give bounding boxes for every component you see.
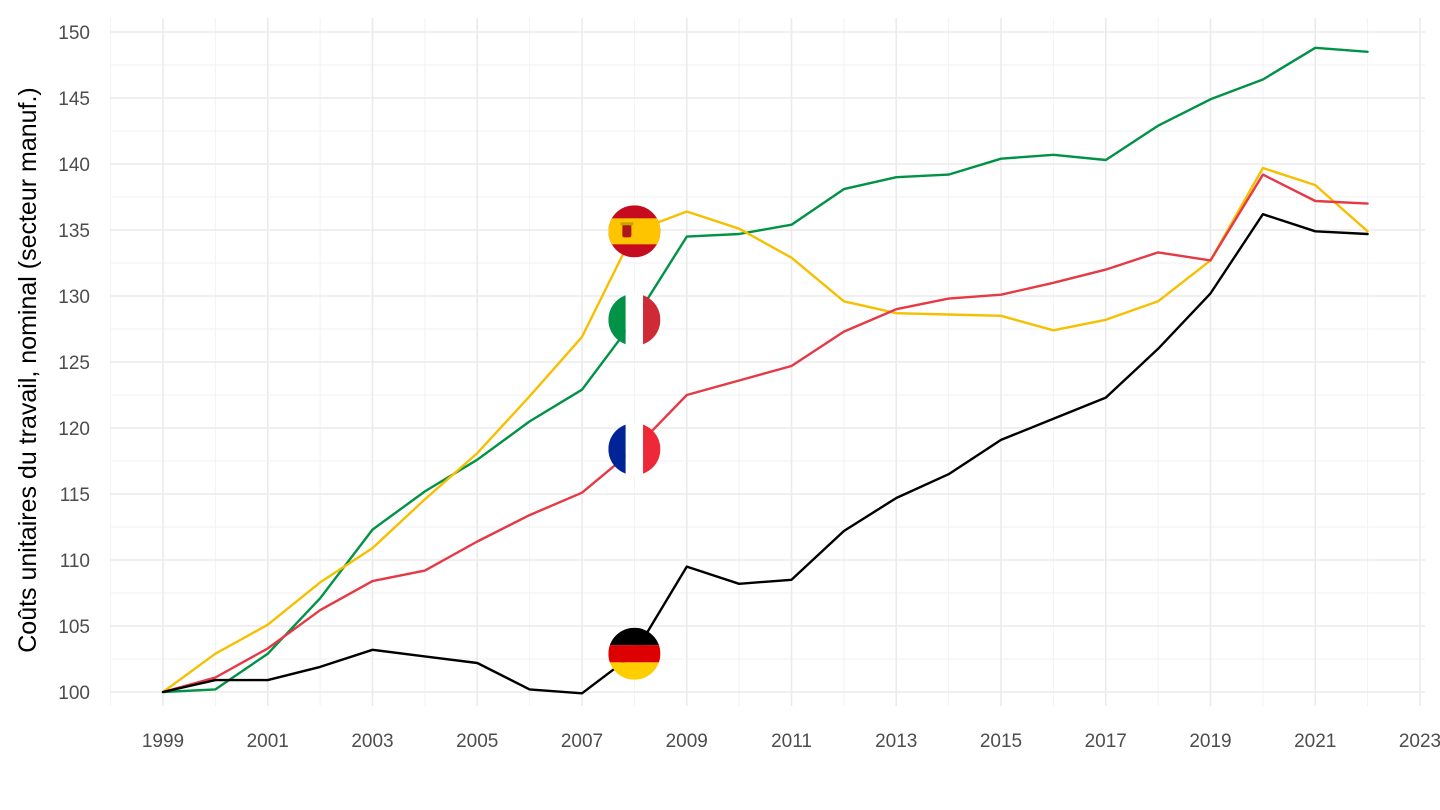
y-tick-label-135: 135	[58, 221, 90, 242]
y-tick-label-140: 140	[58, 155, 90, 176]
y-tick-label-125: 125	[58, 353, 90, 374]
flag-italy-icon	[608, 293, 661, 346]
x-tick-label-2009: 2009	[666, 731, 708, 752]
y-tick-label-150: 150	[58, 23, 90, 44]
y-tick-label-110: 110	[60, 551, 90, 572]
flag-markers	[608, 205, 661, 680]
flag-germany-icon	[608, 627, 661, 680]
y-tick-label-130: 130	[58, 287, 90, 308]
y-tick-label-120: 120	[58, 419, 90, 440]
x-tick-label-2023: 2023	[1399, 731, 1440, 752]
y-axis-title: Coûts unitaires du travail, nominal (sec…	[14, 87, 42, 653]
x-tick-label-2001: 2001	[247, 731, 289, 752]
x-tick-label-2017: 2017	[1085, 731, 1127, 752]
y-tick-label-145: 145	[58, 89, 90, 110]
flag-france-icon	[608, 423, 661, 476]
x-axis-tick-labels: 1999 2001 2003 2005 2007 2009 2011 2013 2015 2017…	[142, 731, 1440, 752]
y-tick-label-105: 105	[58, 617, 90, 638]
x-tick-label-2003: 2003	[351, 731, 393, 752]
series-line-germany	[161, 212, 1369, 695]
x-tick-label-2007: 2007	[561, 731, 603, 752]
x-tick-label-1999: 1999	[142, 731, 184, 752]
series-line-italy	[161, 46, 1369, 694]
x-tick-label-2015: 2015	[980, 731, 1022, 752]
x-tick-label-2021: 2021	[1294, 731, 1336, 752]
y-tick-label-115: 115	[60, 485, 90, 506]
flag-spain-icon	[608, 205, 661, 258]
x-tick-label-2011: 2011	[771, 731, 812, 752]
series-line-spain	[161, 166, 1369, 694]
series-lines	[161, 46, 1369, 695]
major-gridlines	[110, 18, 1425, 706]
x-tick-label-2013: 2013	[875, 731, 917, 752]
series-line-france	[161, 173, 1369, 694]
x-tick-label-2019: 2019	[1189, 731, 1231, 752]
x-tick-label-2005: 2005	[456, 731, 498, 752]
y-tick-label-100: 100	[58, 683, 90, 704]
y-axis-tick-labels: 100 105 110 115 120 125 130 135 140 145 150	[58, 23, 90, 704]
